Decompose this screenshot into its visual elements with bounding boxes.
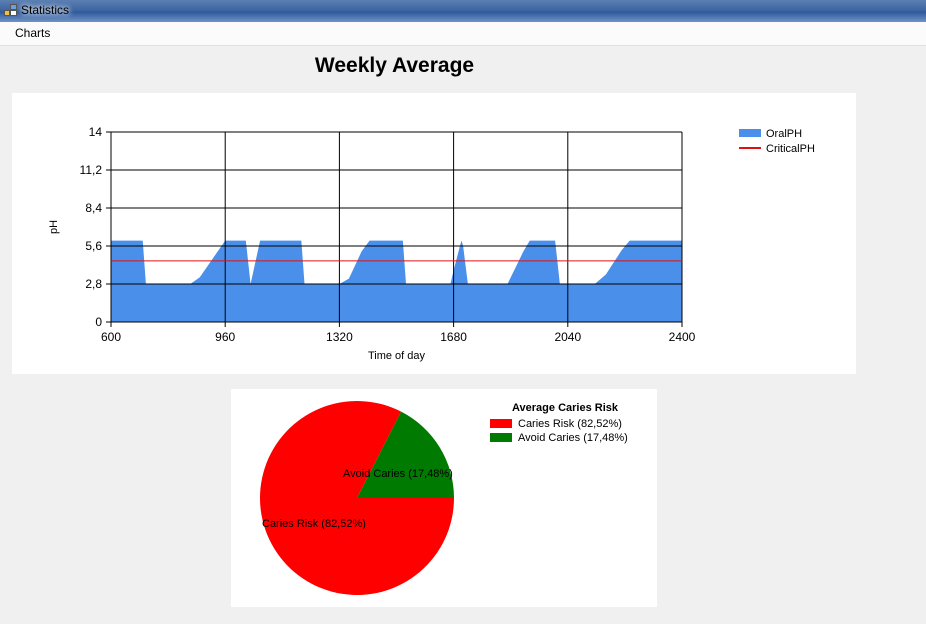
- x-tick-label: 2040: [554, 330, 581, 344]
- pie-slice-avoid-caries: [357, 411, 454, 498]
- x-tick-label: 960: [215, 330, 235, 344]
- y-tick-label: 2,8: [85, 277, 102, 291]
- app-window-icon: [4, 4, 17, 16]
- window-title: Statistics: [21, 3, 70, 17]
- y-tick-label: 14: [89, 125, 103, 139]
- legend-swatch-oralph: [739, 129, 761, 137]
- pie-label-caries-risk: Caries Risk (82,52%): [262, 518, 366, 530]
- legend-label-oralph: OralPH: [766, 128, 802, 140]
- y-tick-label: 8,4: [85, 201, 102, 215]
- y-tick-label: 0: [95, 315, 102, 329]
- x-tick-label: 2400: [669, 330, 696, 344]
- line-chart: 600 960 1320 1680 2040 2400 0 2,8 5,6 8,4 11,2 14 Ti…: [48, 125, 815, 362]
- legend-label-avoid-caries: Avoid Caries (17,48%): [518, 432, 628, 444]
- line-chart-panel: 600 960 1320 1680 2040 2400 0 2,8 5,6 8,4 11,2 14 Ti…: [12, 93, 856, 374]
- menu-item-charts[interactable]: Charts: [15, 26, 51, 40]
- y-tick-label: 11,2: [80, 163, 103, 177]
- x-tick-label: 600: [101, 330, 121, 344]
- y-tick-label: 5,6: [85, 239, 102, 253]
- legend-swatch-caries-risk: [490, 419, 512, 428]
- x-tick-label: 1680: [440, 330, 467, 344]
- pie-label-avoid-caries: Avoid Caries (17,48%): [343, 468, 453, 480]
- legend-label-criticalph: CriticalPH: [766, 143, 815, 155]
- x-axis-label: Time of day: [368, 350, 426, 362]
- x-tick-label: 1320: [326, 330, 353, 344]
- window-titlebar[interactable]: Statistics: [0, 0, 926, 23]
- legend-swatch-avoid-caries: [490, 433, 512, 442]
- pie-chart: Avoid Caries (17,48%) Caries Risk (82,52%…: [260, 401, 628, 595]
- y-axis-label: pH: [48, 220, 60, 234]
- pie-legend-title: Average Caries Risk: [512, 402, 619, 414]
- legend-label-caries-risk: Caries Risk (82,52%): [518, 418, 622, 430]
- page-title: Weekly Average: [314, 54, 475, 77]
- pie-chart-panel: Avoid Caries (17,48%) Caries Risk (82,52%…: [231, 389, 657, 607]
- menu-bar: Charts: [0, 22, 926, 46]
- oralph-area-series: [111, 240, 682, 322]
